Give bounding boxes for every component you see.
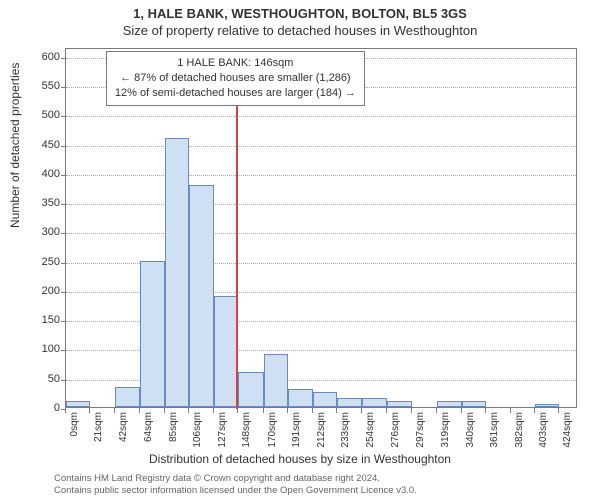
callout-line2: ← 87% of detached houses are smaller (1,… [115,71,356,86]
xtick-mark [336,408,337,413]
xtick-mark [263,408,264,413]
xtick-label: 340sqm [465,412,476,448]
x-axis-label: Distribution of detached houses by size … [0,452,600,466]
xtick-mark [534,408,535,413]
title-area: 1, HALE BANK, WESTHOUGHTON, BOLTON, BL5 … [0,0,600,38]
xtick-mark [89,408,90,413]
callout-box: 1 HALE BANK: 146sqm ← 87% of detached ho… [106,51,365,106]
xtick-mark [164,408,165,413]
ytick-label: 450 [26,139,60,151]
title-sub: Size of property relative to detached ho… [0,23,600,38]
xtick-mark [510,408,511,413]
xtick-label: 106sqm [192,412,203,448]
xtick-mark [361,408,362,413]
chart-plot-area: 1 HALE BANK: 146sqm ← 87% of detached ho… [65,48,577,408]
ytick-label: 550 [26,80,60,92]
histogram-bar [535,404,559,407]
xtick-mark [188,408,189,413]
histogram-bar [115,387,141,407]
histogram-bar [189,185,213,407]
xtick-mark [485,408,486,413]
title-main: 1, HALE BANK, WESTHOUGHTON, BOLTON, BL5 … [0,6,600,21]
histogram-bar [362,398,388,407]
ytick-label: 600 [26,51,60,63]
ytick-label: 300 [26,226,60,238]
marker-line [236,96,238,409]
xtick-label: 254sqm [365,412,376,448]
xtick-mark [411,408,412,413]
xtick-label: 0sqm [69,412,80,436]
xtick-label: 42sqm [118,412,129,442]
xtick-mark [139,408,140,413]
histogram-bar [462,401,486,407]
xtick-label: 85sqm [168,412,179,442]
xtick-mark [287,408,288,413]
ytick-label: 500 [26,109,60,121]
xtick-label: 319sqm [440,412,451,448]
xtick-label: 403sqm [538,412,549,448]
xtick-mark [436,408,437,413]
attribution-line1: Contains HM Land Registry data © Crown c… [54,473,417,484]
xtick-mark [386,408,387,413]
histogram-bar [165,138,189,407]
y-axis-label: Number of detached properties [8,63,22,228]
xtick-label: 127sqm [217,412,228,448]
xtick-mark [65,408,66,413]
ytick-label: 350 [26,197,60,209]
attribution-line2: Contains public sector information licen… [54,485,417,496]
xtick-label: 64sqm [143,412,154,442]
ytick-label: 150 [26,314,60,326]
histogram-bar [288,389,312,407]
xtick-mark [461,408,462,413]
xtick-label: 276sqm [390,412,401,448]
xtick-label: 170sqm [267,412,278,448]
histogram-bar [214,296,238,407]
attribution: Contains HM Land Registry data © Crown c… [54,473,417,496]
xtick-label: 21sqm [93,412,104,442]
xtick-label: 233sqm [340,412,351,448]
ytick-label: 250 [26,256,60,268]
histogram-bar [140,261,164,407]
xtick-label: 382sqm [514,412,525,448]
histogram-bar [238,372,264,407]
callout-line3: 12% of semi-detached houses are larger (… [115,86,356,101]
histogram-bar [437,401,461,407]
ytick-label: 400 [26,168,60,180]
xtick-mark [312,408,313,413]
xtick-mark [213,408,214,413]
ytick-label: 200 [26,285,60,297]
xtick-label: 361sqm [489,412,500,448]
histogram-bar [313,392,337,407]
ytick-label: 100 [26,343,60,355]
ytick-label: 0 [26,402,60,414]
xtick-mark [237,408,238,413]
histogram-bar [387,401,411,407]
ytick-label: 50 [26,373,60,385]
histogram-bar [264,354,288,407]
xtick-label: 148sqm [241,412,252,448]
xtick-mark [558,408,559,413]
xtick-label: 212sqm [316,412,327,448]
xtick-label: 424sqm [562,412,573,448]
histogram-bar [66,401,90,407]
xtick-mark [114,408,115,413]
histogram-bar [337,398,361,407]
callout-line1: 1 HALE BANK: 146sqm [115,56,356,71]
xtick-label: 297sqm [415,412,426,448]
xtick-label: 191sqm [291,412,302,448]
